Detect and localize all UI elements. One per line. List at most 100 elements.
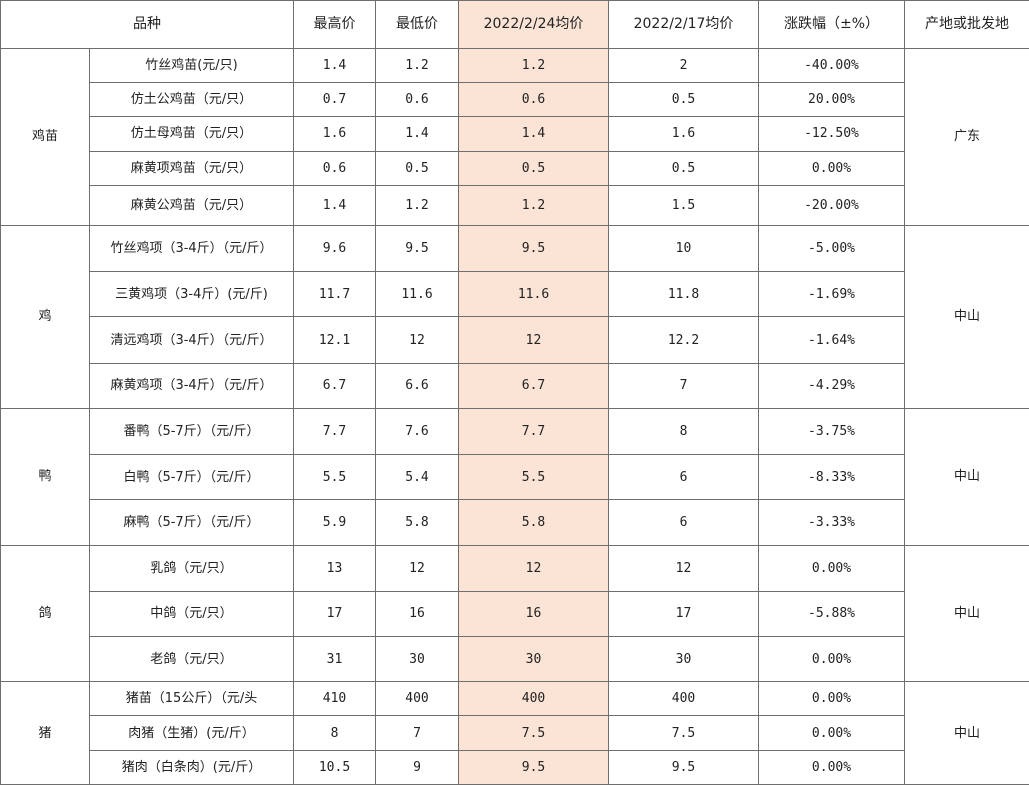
- high-price: 1.6: [293, 116, 376, 152]
- change-pct: -12.50%: [758, 116, 905, 152]
- avg-price-current: 30: [458, 636, 609, 683]
- item-name: 竹丝鸡项（3-4斤）（元/斤）: [89, 224, 294, 273]
- change-pct: -8.33%: [758, 454, 905, 501]
- item-name: 麻鸭（5-7斤）（元/斤）: [89, 499, 294, 546]
- low-price: 0.5: [375, 150, 459, 186]
- item-name: 老鸽（元/只）: [89, 636, 294, 683]
- low-price: 6.6: [375, 362, 459, 409]
- high-price: 1.4: [293, 184, 376, 226]
- high-price: 9.6: [293, 224, 376, 273]
- high-price: 17: [293, 590, 376, 638]
- avg-price-current: 0.5: [458, 150, 609, 186]
- avg-price-prev: 8: [608, 407, 759, 456]
- header-avg-current: 2022/2/24均价: [458, 0, 609, 49]
- change-pct: 20.00%: [758, 82, 905, 118]
- table-row: 鸡 竹丝鸡项（3-4斤）（元/斤） 9.6 9.5 9.5 10 -5.00% …: [0, 224, 1029, 409]
- low-price: 11.6: [375, 271, 459, 318]
- high-price: 13: [293, 544, 376, 592]
- change-pct: -3.75%: [758, 407, 905, 456]
- change-pct: -20.00%: [758, 184, 905, 226]
- avg-price-prev: 7.5: [608, 715, 759, 751]
- change-pct: -1.64%: [758, 316, 905, 364]
- table-row: 老鸽（元/只） 31 30 30 30 0.00%: [1, 636, 1029, 683]
- low-price: 16: [375, 590, 459, 638]
- avg-price-current: 16: [458, 590, 609, 638]
- item-name: 麻黄项鸡苗（元/只）: [89, 150, 294, 186]
- table-row: 麻黄鸡项（3-4斤）（元/斤） 6.7 6.6 6.7 7 -4.29%: [1, 362, 1029, 409]
- table-row: 麻黄公鸡苗（元/只） 1.4 1.2 1.2 1.5 -20.00%: [1, 184, 1029, 226]
- high-price: 410: [293, 681, 376, 717]
- header-avg-prev: 2022/2/17均价: [608, 0, 759, 49]
- origin-cell: 中山: [904, 224, 1029, 409]
- origin-cell: 广东: [904, 48, 1029, 226]
- avg-price-current: 11.6: [458, 271, 609, 318]
- category-cell: 猪: [0, 681, 90, 785]
- item-name: 麻黄公鸡苗（元/只）: [89, 184, 294, 226]
- high-price: 1.4: [293, 47, 376, 84]
- item-name: 三黄鸡项（3-4斤）(元/斤): [89, 271, 294, 318]
- high-price: 12.1: [293, 316, 376, 364]
- table-row: 麻黄项鸡苗（元/只） 0.6 0.5 0.5 0.5 0.00%: [1, 150, 1029, 186]
- avg-price-prev: 0.5: [608, 150, 759, 186]
- avg-price-current: 1.2: [458, 47, 609, 84]
- low-price: 1.4: [375, 116, 459, 152]
- low-price: 9.5: [375, 224, 459, 273]
- low-price: 1.2: [375, 184, 459, 226]
- table-row: 猪肉（白条肉）(元/斤） 10.5 9 9.5 9.5 0.00%: [1, 749, 1029, 785]
- avg-price-prev: 17: [608, 590, 759, 638]
- low-price: 400: [375, 681, 459, 717]
- item-name: 白鸭（5-7斤）（元/斤）: [89, 454, 294, 501]
- high-price: 6.7: [293, 362, 376, 409]
- item-name: 仿土母鸡苗（元/只）: [89, 116, 294, 152]
- avg-price-prev: 11.8: [608, 271, 759, 318]
- avg-price-prev: 400: [608, 681, 759, 717]
- avg-price-prev: 12: [608, 544, 759, 592]
- change-pct: 0.00%: [758, 715, 905, 751]
- item-name: 中鸽（元/只）: [89, 590, 294, 638]
- high-price: 7.7: [293, 407, 376, 456]
- low-price: 1.2: [375, 47, 459, 84]
- table-row: 猪 猪苗（15公斤）（元/头 410 400 400 400 0.00% 中山: [0, 681, 1029, 785]
- item-name: 猪苗（15公斤）（元/头: [89, 681, 294, 717]
- low-price: 7: [375, 715, 459, 751]
- table-row: 清远鸡项（3-4斤）（元/斤） 12.1 12 12 12.2 -1.64%: [1, 316, 1029, 364]
- low-price: 5.8: [375, 499, 459, 546]
- item-name: 清远鸡项（3-4斤）（元/斤）: [89, 316, 294, 364]
- category-cell: 鸭: [0, 407, 90, 546]
- avg-price-prev: 1.6: [608, 116, 759, 152]
- item-name: 番鸭（5-7斤）（元/斤）: [89, 407, 294, 456]
- table-row: 麻鸭（5-7斤）（元/斤） 5.9 5.8 5.8 6 -3.33%: [1, 499, 1029, 546]
- item-name: 乳鸽（元/只）: [89, 544, 294, 592]
- low-price: 7.6: [375, 407, 459, 456]
- low-price: 0.6: [375, 82, 459, 118]
- avg-price-prev: 12.2: [608, 316, 759, 364]
- high-price: 5.9: [293, 499, 376, 546]
- item-name: 猪肉（白条肉）(元/斤）: [89, 749, 294, 785]
- avg-price-prev: 6: [608, 454, 759, 501]
- origin-cell: 中山: [904, 544, 1029, 683]
- header-row: 品种 最高价 最低价 2022/2/24均价 2022/2/17均价 涨跌幅（±…: [0, 0, 1029, 49]
- origin-cell: 中山: [904, 681, 1029, 785]
- change-pct: -5.00%: [758, 224, 905, 273]
- avg-price-prev: 9.5: [608, 749, 759, 785]
- high-price: 5.5: [293, 454, 376, 501]
- low-price: 12: [375, 544, 459, 592]
- avg-price-prev: 6: [608, 499, 759, 546]
- change-pct: -5.88%: [758, 590, 905, 638]
- avg-price-current: 1.2: [458, 184, 609, 226]
- change-pct: -1.69%: [758, 271, 905, 318]
- low-price: 12: [375, 316, 459, 364]
- avg-price-prev: 1.5: [608, 184, 759, 226]
- category-cell: 鸡苗: [0, 48, 90, 226]
- avg-price-current: 5.5: [458, 454, 609, 501]
- origin-cell: 中山: [904, 407, 1029, 546]
- avg-price-current: 1.4: [458, 116, 609, 152]
- table-row: 鸡苗 竹丝鸡苗(元/只) 1.4 1.2 1.2 2 -40.00% 广东: [0, 47, 1029, 226]
- avg-price-current: 6.7: [458, 362, 609, 409]
- avg-price-current: 0.6: [458, 82, 609, 118]
- table-row: 仿土母鸡苗（元/只） 1.6 1.4 1.4 1.6 -12.50%: [1, 116, 1029, 152]
- low-price: 5.4: [375, 454, 459, 501]
- high-price: 0.6: [293, 150, 376, 186]
- item-name: 仿土公鸡苗（元/只）: [89, 82, 294, 118]
